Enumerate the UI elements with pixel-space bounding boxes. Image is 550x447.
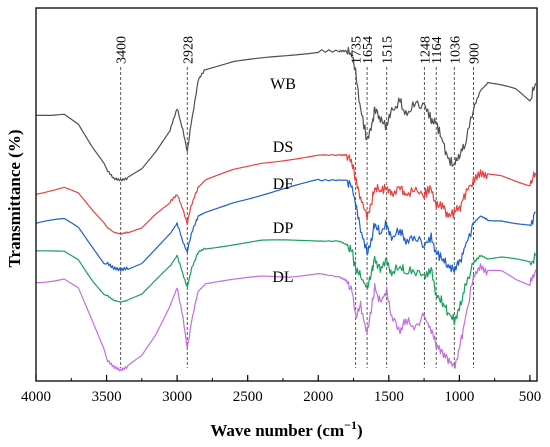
peak-label: 1654: [361, 36, 376, 64]
series-line-ds: [35, 153, 537, 235]
series-lines: [35, 46, 537, 372]
y-axis-title: Transmittance (%): [5, 129, 24, 267]
peak-label: 1735: [350, 36, 365, 64]
peak-label: 3400: [115, 36, 130, 64]
peak-label: 1164: [430, 37, 445, 64]
x-axis-ticks: 4000 3500 3000 2500 2000 1500 1000 500: [21, 375, 541, 405]
x-tick-label: 3000: [162, 389, 192, 405]
peak-label: 1036: [448, 36, 463, 64]
x-tick-label: 2500: [233, 389, 263, 405]
x-tick-label: 1500: [374, 389, 404, 405]
series-label-ds: DS: [273, 139, 293, 156]
series-label-wb: WB: [270, 76, 296, 93]
series-label-df: DF: [273, 176, 294, 193]
series-labels: WB DS DF DP DL: [270, 76, 296, 286]
peak-label: 900: [467, 43, 482, 64]
series-label-dp: DP: [273, 220, 294, 237]
series-line-wb: [35, 46, 537, 182]
x-tick-label: 2000: [303, 389, 333, 405]
peak-marker-lines: [120, 67, 474, 368]
series-label-dl: DL: [272, 269, 293, 286]
x-axis-title-close: ): [357, 421, 363, 440]
x-tick-label: 1000: [444, 389, 474, 405]
plot-frame: [35, 7, 538, 382]
x-axis-title-main: Wave number (cm: [210, 421, 344, 440]
series-line-dl: [35, 263, 537, 372]
peak-label: 2928: [181, 36, 196, 64]
x-tick-label: 3500: [92, 389, 122, 405]
peak-label: 1248: [418, 36, 433, 64]
series-line-dp: [35, 239, 537, 326]
x-axis-title-superscript: −1: [344, 418, 357, 432]
peak-label: 1515: [381, 36, 396, 64]
x-tick-label: 500: [519, 389, 542, 405]
x-tick-label: 4000: [21, 389, 51, 405]
series-line-df: [35, 178, 536, 273]
x-axis-title: Wave number (cm−1): [210, 418, 362, 440]
